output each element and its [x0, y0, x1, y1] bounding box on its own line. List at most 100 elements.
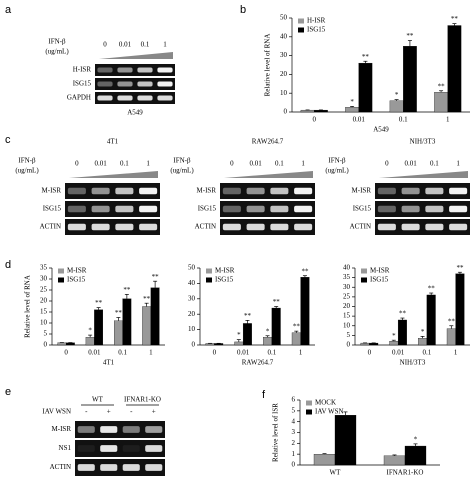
legend-swatch: [206, 277, 212, 283]
gel-band: [294, 205, 313, 213]
x-tick-label: 0.01: [392, 349, 405, 357]
gel-band: [77, 464, 95, 471]
unit-label: (ug/mL): [45, 48, 69, 56]
bar: [214, 343, 224, 346]
gel-band: [294, 223, 313, 231]
unit-label: (ug/mL): [170, 167, 194, 175]
gel-band: [77, 445, 95, 452]
y-tick-label: 6: [292, 396, 296, 404]
y-tick-label: 50: [188, 264, 196, 272]
bar: [271, 307, 281, 346]
gel-title: NIH/3T3: [410, 138, 436, 146]
gel-title: RAW264.7: [252, 138, 284, 146]
y-tick-label: 0: [292, 461, 296, 469]
bar: [65, 342, 75, 346]
gel-band: [137, 81, 153, 87]
lane-label: 0.1: [430, 160, 439, 168]
gel-band: [97, 67, 113, 73]
legend-label: M-ISR: [67, 267, 87, 275]
gel-band: [246, 187, 265, 195]
gel-band: [401, 187, 420, 195]
bar: [383, 455, 406, 466]
gel-band: [222, 187, 241, 195]
gel-band: [122, 464, 140, 471]
legend-label: IAV WSN: [315, 408, 344, 416]
legend-label: H-ISR: [307, 17, 326, 25]
gel-title: 4T1: [107, 138, 119, 146]
significance-label: *: [88, 327, 92, 335]
y-tick-label: 30: [343, 283, 351, 291]
y-tick-label: 15: [343, 312, 351, 320]
lane-label: 0.01: [95, 160, 108, 168]
gel-band: [117, 81, 133, 87]
y-tick-label: 20: [343, 302, 351, 310]
y-tick-label: 0: [192, 341, 196, 349]
significance-label: **: [451, 15, 459, 23]
x-axis-label: 4T1: [103, 359, 115, 367]
bar: [389, 100, 404, 113]
x-tick-label: 0: [64, 349, 68, 357]
row-label: H-ISR: [73, 66, 92, 74]
dose-wedge: [379, 171, 468, 178]
gel-band: [137, 95, 153, 101]
row-label: ISG15: [43, 205, 62, 213]
y-tick-label: 10: [280, 89, 288, 97]
bar: [313, 454, 336, 466]
x-tick-label: WT: [330, 469, 342, 477]
row-label: ISG15: [198, 205, 217, 213]
significance-label: **: [143, 295, 151, 303]
gel-band: [157, 95, 173, 101]
row-label: ISG15: [73, 80, 92, 88]
legend-label: ISG15: [370, 276, 389, 284]
bar: [291, 332, 301, 346]
bar: [446, 328, 456, 346]
lane-label: 0.01: [250, 160, 263, 168]
gel-band: [100, 426, 118, 433]
lane-label: 0: [103, 41, 107, 49]
x-tick-label: 1: [454, 349, 458, 357]
gel-band: [100, 445, 118, 452]
x-axis-label: A549: [373, 126, 389, 134]
panel-letter: d: [5, 259, 11, 271]
lane-label: 1: [163, 41, 167, 49]
bar: [404, 445, 427, 466]
panel-letter: b: [240, 4, 246, 16]
gel-band: [97, 81, 113, 87]
gel-image: [375, 183, 470, 199]
gel-band: [425, 187, 444, 195]
x-tick-label: 0.1: [118, 349, 127, 357]
significance-label: **: [456, 264, 464, 272]
bar: [114, 320, 123, 346]
y-tick-label: 5: [347, 331, 351, 339]
legend-swatch: [298, 27, 304, 33]
gel-band: [401, 205, 420, 213]
significance-label: *: [237, 331, 241, 339]
gel-band: [117, 67, 133, 73]
bar: [358, 62, 373, 113]
lane-label: 0.01: [119, 41, 132, 49]
gel-band: [91, 205, 110, 213]
y-tick-label: 5: [292, 406, 296, 414]
y-tick-label: 2: [292, 439, 296, 447]
gel-band: [222, 223, 241, 231]
dose-wedge: [224, 171, 313, 178]
y-tick-label: 10: [40, 319, 48, 327]
bar: [389, 340, 399, 346]
gel-band: [77, 426, 95, 433]
legend-label: M-ISR: [215, 267, 235, 275]
x-tick-label: IFNAR1-KO: [387, 469, 424, 477]
x-tick-label: 1: [149, 349, 153, 357]
gel-band: [294, 187, 313, 195]
bar: [397, 319, 407, 346]
gel-band: [449, 205, 468, 213]
x-tick-label: 0.01: [353, 116, 366, 124]
lane-label: 0: [75, 160, 79, 168]
gel-image: [220, 219, 315, 235]
x-tick-label: 1: [299, 349, 303, 357]
gel-band: [449, 223, 468, 231]
y-tick-label: 25: [343, 292, 351, 300]
y-axis-label: Relative level of ISR: [272, 403, 280, 462]
gel-band: [157, 67, 173, 73]
gel-band: [137, 67, 153, 73]
panel-letter: a: [5, 4, 12, 16]
